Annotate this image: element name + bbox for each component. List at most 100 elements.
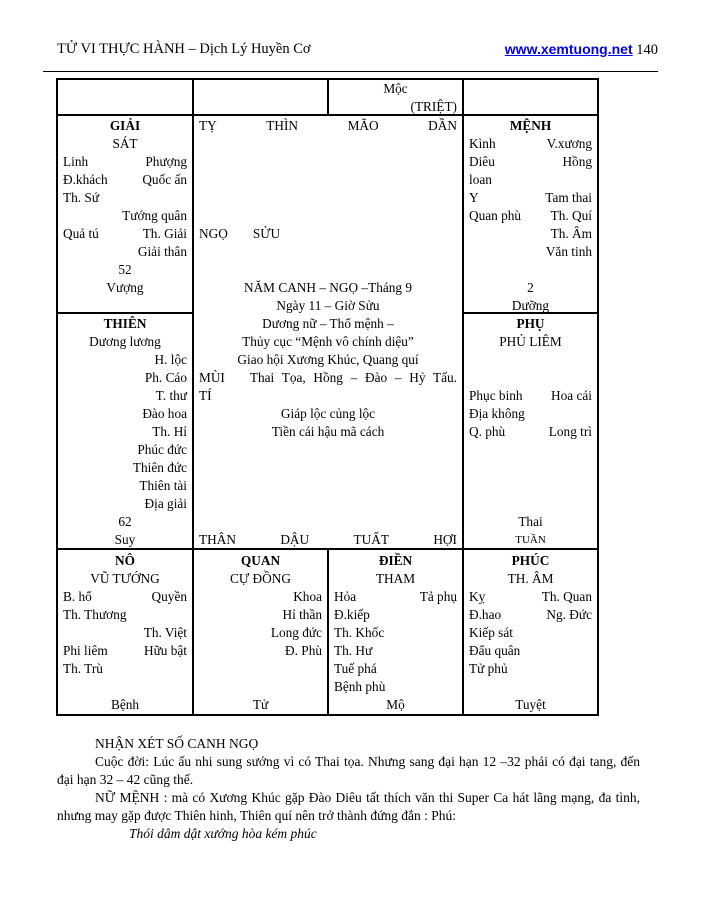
star-left: Th. Sứ bbox=[63, 190, 100, 205]
star-right: Hỉ thần bbox=[282, 607, 322, 622]
cell-text: SÁT bbox=[112, 136, 138, 151]
cell-text: Ngày 11 – Giờ Sửu bbox=[276, 298, 380, 313]
cell-line: Phi liêm Hữu bật bbox=[63, 642, 187, 660]
star-right: Thai Tọa, Hồng – Đào – Hỷ Tấu. bbox=[249, 370, 457, 385]
cell-line bbox=[469, 678, 592, 696]
cell-line bbox=[469, 261, 592, 279]
star-right: (TRIỆT) bbox=[410, 99, 457, 114]
cell-text: 2 bbox=[527, 280, 534, 295]
cell-line: NGỌ SỬU bbox=[199, 225, 457, 243]
cell-line: Linh Phượng bbox=[63, 153, 187, 171]
cell-line: Giao hội Xương Khúc, Quang quí bbox=[199, 351, 457, 369]
cell-line: Giải thân bbox=[63, 243, 187, 261]
palace-cell-quan: QUAN CỰ ĐỒNG Khoa Hỉ thần Long đức Đ. Phù Tử bbox=[193, 549, 328, 715]
cell-text: PHÚC bbox=[511, 553, 550, 568]
commentary: NHẬN XÉT SỐ CANH NGỌ Cuộc đời: Lúc ấu nh… bbox=[57, 735, 640, 843]
star-left: Linh bbox=[63, 154, 89, 169]
cell-text: THIÊN bbox=[103, 316, 147, 331]
cell-text: ĐIỀN bbox=[378, 553, 413, 568]
cell-line: Tuế phá bbox=[334, 660, 457, 678]
cell-text: MỆNH bbox=[509, 118, 552, 133]
star-right: Đào hoa bbox=[142, 406, 187, 421]
palace-cell-center: TỴ THÌN MÃO DẦN NGỌ SỬU NĂM CANH – NGỌ –Tháng … bbox=[193, 115, 463, 549]
cell-line: Tiền cái hậu mã cách bbox=[199, 423, 457, 441]
commentary-heading: NHẬN XÉT SỐ CANH NGỌ bbox=[95, 736, 259, 751]
star-right: Thiên tài bbox=[139, 478, 187, 493]
cell-line: Đẩu quân bbox=[469, 642, 592, 660]
cell-line: Thiên tài bbox=[63, 477, 187, 495]
star-right: Th. Quí bbox=[550, 208, 592, 223]
cell-text: Dương lương bbox=[89, 334, 161, 349]
cell-line: Dương nữ – Thổ mệnh – bbox=[199, 315, 457, 333]
cell-line: Th. Hỉ bbox=[63, 423, 187, 441]
cell-line: Th. Trù bbox=[63, 660, 187, 678]
star-right: T. thư bbox=[155, 388, 187, 403]
star-right: Quyền bbox=[151, 589, 187, 604]
star-right: Tả phụ bbox=[419, 589, 457, 604]
cell-line: Hỏa Tả phụ bbox=[334, 588, 457, 606]
star-right: Văn tinh bbox=[545, 244, 592, 259]
cell-line: Ngày 11 – Giờ Sửu bbox=[199, 297, 457, 315]
star-left: Kỵ bbox=[469, 589, 486, 604]
cell-line: Kỵ Th. Quan bbox=[469, 588, 592, 606]
cell-line bbox=[199, 171, 457, 189]
cell-line: SÁT bbox=[63, 135, 187, 153]
star-left: Đ.hao bbox=[469, 607, 502, 622]
star-right: Th. Âm bbox=[550, 226, 592, 241]
cell-line: THÂN DẬU TUẤT HỢI bbox=[199, 531, 457, 549]
star-right: V.xương bbox=[546, 136, 592, 151]
palace-cell-top1 bbox=[57, 79, 193, 115]
cell-text: Thai bbox=[518, 514, 543, 529]
cell-line bbox=[469, 369, 592, 387]
star-right: Ph. Cáo bbox=[144, 370, 187, 385]
cell-line: TỴ THÌN MÃO DẦN bbox=[199, 117, 457, 135]
cell-line: PHỦ LIÊM bbox=[469, 333, 592, 351]
cell-line: ĐIỀN bbox=[334, 552, 457, 570]
cell-text: NÔ bbox=[115, 553, 135, 568]
star-right: Hữu bật bbox=[143, 643, 187, 658]
star-right: Th. Giải bbox=[142, 226, 187, 241]
cell-line: B. hổ Quyền bbox=[63, 588, 187, 606]
star-left: Địa không bbox=[469, 406, 525, 421]
star-right: Long đức bbox=[270, 625, 322, 640]
cell-line bbox=[199, 477, 457, 495]
star-left: Kiếp sát bbox=[469, 625, 513, 640]
star-left: Đẩu quân bbox=[469, 643, 521, 658]
cell-text: TH. ÂM bbox=[507, 571, 554, 586]
cell-line: TUẦN bbox=[469, 531, 592, 549]
website-link[interactable]: www.xemtuong.net bbox=[504, 41, 633, 57]
star-left: Phục binh bbox=[469, 388, 523, 403]
cell-line: Đ.hao Ng. Đức bbox=[469, 606, 592, 624]
cell-line bbox=[199, 135, 457, 153]
cell-line bbox=[469, 495, 592, 513]
cell-line bbox=[199, 459, 457, 477]
star-left: TÍ bbox=[199, 388, 212, 403]
cell-text: Tiền cái hậu mã cách bbox=[271, 424, 385, 439]
cell-line: VŨ TƯỚNG bbox=[63, 570, 187, 588]
star-right: Th. Việt bbox=[143, 625, 187, 640]
cell-line: Th. Khốc bbox=[334, 624, 457, 642]
branch-label: DẬU bbox=[280, 532, 310, 547]
star-right: Giải thân bbox=[137, 244, 187, 259]
cell-line: Th. Sứ bbox=[63, 189, 187, 207]
cell-line: Phục binh Hoa cái bbox=[469, 387, 592, 405]
palace-cell-giai: GIẢI SÁT Linh Phượng Đ.khách Quốc ấn Th. Sứ Tướ… bbox=[57, 115, 193, 313]
cell-line bbox=[199, 495, 457, 513]
cell-line bbox=[199, 441, 457, 459]
palace-cell-top3: Mộc (TRIỆT) bbox=[328, 79, 463, 115]
palace-cell-dien: ĐIỀN THAM Hỏa Tả phụ Đ.kiếp Th. Khốc Th. Hư Tuế… bbox=[328, 549, 463, 715]
running-header-title: TỬ VI THỰC HÀNH – Dịch Lý Huyền Cơ bbox=[57, 41, 311, 57]
palace-cell-top2 bbox=[193, 79, 328, 115]
cell-text: Suy bbox=[114, 532, 136, 547]
cell-line: Đ.kiếp bbox=[334, 606, 457, 624]
commentary-paragraph: Cuộc đời: Lúc ấu nhi sung sướng vì có Th… bbox=[57, 754, 640, 787]
palace-cell-phuc: PHÚC TH. ÂM Kỵ Th. Quan Đ.hao Ng. Đức Kiếp sát… bbox=[463, 549, 598, 715]
star-right: Hoa cái bbox=[551, 388, 592, 403]
cell-line: Quả tú Th. Giải bbox=[63, 225, 187, 243]
palace-cell-top4 bbox=[463, 79, 598, 115]
star-left: B. hổ bbox=[63, 589, 92, 604]
star-right: Thiên đức bbox=[132, 460, 187, 475]
cell-line bbox=[199, 207, 457, 225]
cell-line bbox=[469, 441, 592, 459]
star-right: Ng. Đức bbox=[546, 607, 592, 622]
